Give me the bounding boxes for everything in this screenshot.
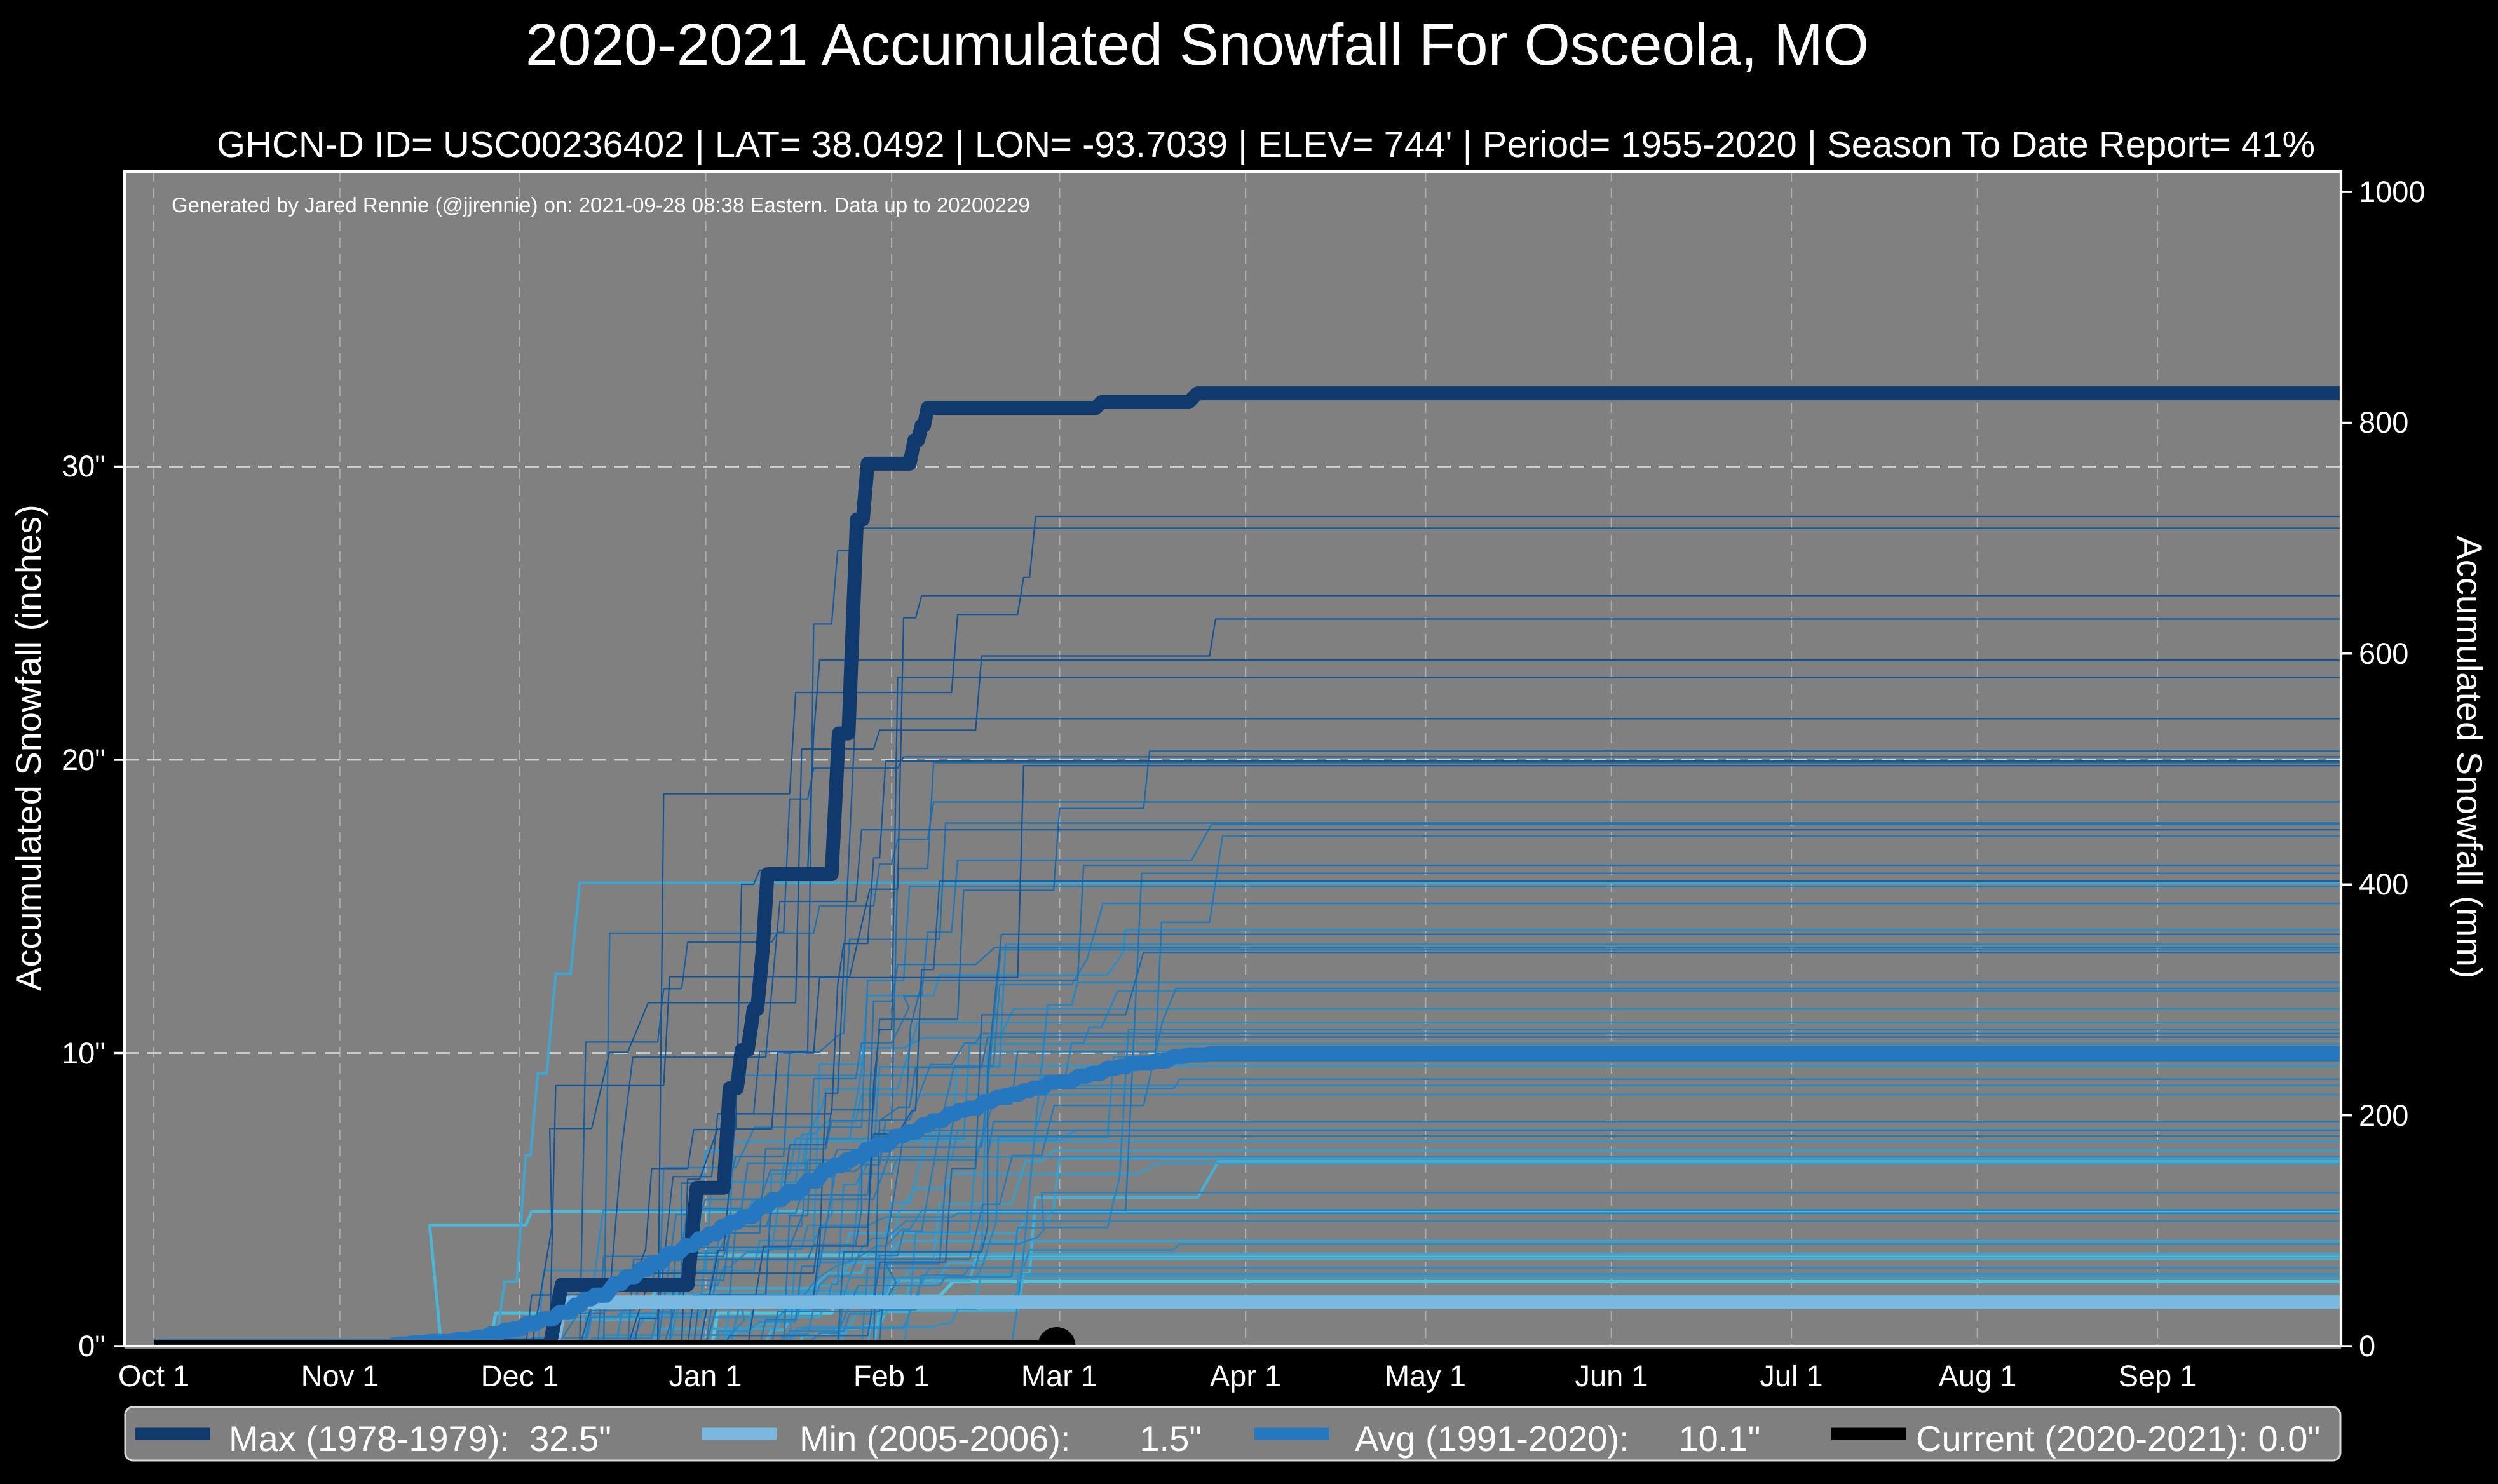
svg-text:Nov 1: Nov 1 <box>301 1359 379 1393</box>
svg-text:Min (2005-2006): 1.5": Min (2005-2006): 1.5" <box>799 1419 1202 1459</box>
svg-text:Jun 1: Jun 1 <box>1575 1359 1648 1393</box>
svg-text:Aug 1: Aug 1 <box>1939 1359 2017 1393</box>
svg-text:Generated by Jared Rennie (@jj: Generated by Jared Rennie (@jjrennie) on… <box>172 193 1030 217</box>
svg-text:Jul 1: Jul 1 <box>1760 1359 1823 1393</box>
svg-text:Apr 1: Apr 1 <box>1210 1359 1281 1393</box>
svg-text:Mar 1: Mar 1 <box>1021 1359 1097 1393</box>
svg-text:20": 20" <box>62 743 105 776</box>
svg-text:Accumulated Snowfall (inches): Accumulated Snowfall (inches) <box>8 504 48 991</box>
svg-text:800: 800 <box>2359 405 2408 439</box>
svg-text:200: 200 <box>2359 1098 2408 1132</box>
svg-text:May 1: May 1 <box>1385 1359 1466 1393</box>
svg-text:0: 0 <box>2359 1329 2375 1363</box>
svg-text:Feb 1: Feb 1 <box>853 1359 930 1393</box>
svg-text:Current (2020-2021): 0.0": Current (2020-2021): 0.0" <box>1916 1419 2320 1459</box>
svg-text:Jan 1: Jan 1 <box>669 1359 742 1393</box>
svg-text:Sep 1: Sep 1 <box>2119 1359 2197 1393</box>
svg-text:30": 30" <box>62 449 105 483</box>
svg-text:10": 10" <box>62 1036 105 1070</box>
svg-text:Oct 1: Oct 1 <box>118 1359 189 1393</box>
svg-text:GHCN-D ID= USC00236402 | LAT=: GHCN-D ID= USC00236402 | LAT= 38.0492 | … <box>217 124 2315 165</box>
svg-text:Accumulated Snowfall (mm): Accumulated Snowfall (mm) <box>2450 536 2490 978</box>
svg-text:Dec 1: Dec 1 <box>481 1359 559 1393</box>
svg-text:0": 0" <box>78 1329 105 1363</box>
svg-text:400: 400 <box>2359 867 2408 901</box>
svg-text:2020-2021 Accumulated Snowfall: 2020-2021 Accumulated Snowfall For Osceo… <box>526 11 1869 78</box>
svg-text:600: 600 <box>2359 637 2408 670</box>
svg-text:1000: 1000 <box>2359 175 2426 208</box>
svg-text:Max (1978-1979): 32.5": Max (1978-1979): 32.5" <box>229 1419 611 1459</box>
svg-text:Avg (1991-2020): 10.1": Avg (1991-2020): 10.1" <box>1355 1419 1760 1459</box>
